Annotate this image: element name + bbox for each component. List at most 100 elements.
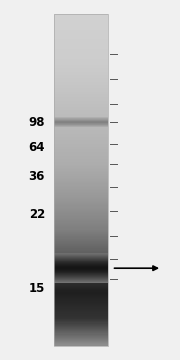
Bar	[54, 93, 108, 94]
Bar	[54, 344, 108, 346]
Bar	[54, 255, 108, 256]
Bar	[54, 110, 108, 112]
Bar	[54, 41, 108, 42]
Bar	[54, 95, 108, 96]
Bar	[54, 331, 108, 332]
Bar	[54, 280, 108, 281]
Bar	[54, 260, 108, 261]
Bar	[54, 122, 108, 123]
Bar	[54, 84, 108, 85]
Bar	[54, 111, 108, 113]
Bar	[54, 94, 108, 95]
Bar	[54, 164, 108, 166]
Bar	[54, 243, 108, 244]
Bar	[54, 310, 108, 311]
Text: 64: 64	[28, 141, 45, 154]
Bar	[54, 160, 108, 161]
Bar	[54, 123, 108, 124]
Bar	[54, 96, 108, 97]
Bar	[54, 117, 108, 118]
Bar	[54, 47, 108, 49]
Bar	[54, 262, 108, 264]
Bar	[54, 244, 108, 245]
Bar	[54, 211, 108, 212]
Bar	[54, 334, 108, 336]
Bar	[54, 147, 108, 148]
Bar	[54, 133, 108, 135]
Bar	[54, 262, 108, 264]
Bar	[54, 330, 108, 331]
Bar	[54, 117, 108, 118]
Bar	[54, 179, 108, 180]
Bar	[54, 132, 108, 134]
Bar	[54, 257, 108, 258]
Bar	[54, 176, 108, 178]
Bar	[54, 276, 108, 277]
Bar	[54, 51, 108, 53]
Bar	[54, 290, 108, 292]
Bar	[54, 266, 108, 267]
Bar	[54, 253, 108, 254]
Bar	[54, 270, 108, 271]
Bar	[54, 126, 108, 127]
Bar	[54, 90, 108, 92]
Bar	[54, 278, 108, 279]
Bar	[54, 262, 108, 263]
Bar	[54, 264, 108, 265]
Bar	[54, 45, 108, 46]
Bar	[54, 122, 108, 123]
Bar	[54, 181, 108, 182]
Bar	[54, 121, 108, 122]
Bar	[54, 44, 108, 45]
Bar	[54, 248, 108, 249]
Bar	[54, 34, 108, 35]
Bar	[54, 321, 108, 323]
Bar	[54, 343, 108, 345]
Bar	[54, 255, 108, 256]
Bar	[54, 206, 108, 208]
Bar	[54, 201, 108, 202]
Bar	[54, 109, 108, 111]
Bar	[54, 237, 108, 239]
Bar	[54, 332, 108, 333]
Bar	[54, 215, 108, 216]
Bar	[54, 249, 108, 251]
Bar	[54, 171, 108, 172]
Bar	[54, 280, 108, 282]
Bar	[54, 125, 108, 126]
Bar	[54, 116, 108, 117]
Bar	[54, 120, 108, 121]
Bar	[54, 205, 108, 207]
Bar	[54, 260, 108, 261]
Bar	[54, 259, 108, 261]
Bar	[54, 256, 108, 257]
Bar	[54, 254, 108, 255]
Bar	[54, 279, 108, 280]
Bar	[54, 302, 108, 303]
Bar	[54, 281, 108, 282]
Bar	[54, 194, 108, 195]
Bar	[54, 199, 108, 201]
Bar	[54, 233, 108, 234]
Bar	[54, 307, 108, 308]
Bar	[54, 135, 108, 137]
Bar	[54, 42, 108, 43]
Bar	[54, 126, 108, 127]
Bar	[54, 306, 108, 307]
Bar	[54, 121, 108, 123]
Bar	[54, 259, 108, 260]
Bar	[54, 341, 108, 342]
Bar	[54, 16, 108, 18]
Bar	[54, 66, 108, 67]
Bar	[54, 266, 108, 267]
Bar	[54, 342, 108, 343]
Bar	[54, 123, 108, 125]
Bar	[54, 141, 108, 143]
Bar	[54, 234, 108, 235]
Text: 36: 36	[29, 170, 45, 183]
Bar	[54, 37, 108, 39]
Bar	[54, 134, 108, 136]
Bar	[54, 107, 108, 108]
Bar	[54, 68, 108, 69]
Bar	[54, 24, 108, 26]
